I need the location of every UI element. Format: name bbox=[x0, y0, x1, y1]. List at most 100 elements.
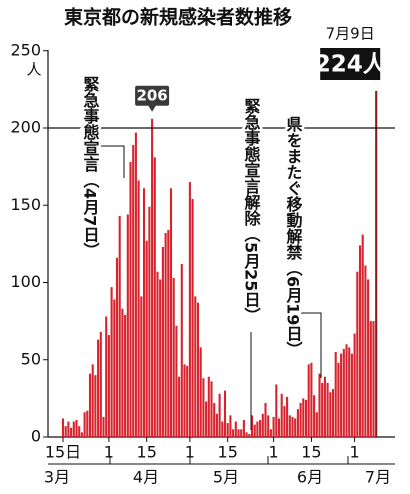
x-tick-label: 15 bbox=[137, 443, 157, 462]
y-unit: 人 bbox=[26, 61, 41, 79]
bar bbox=[145, 240, 148, 437]
bar bbox=[345, 344, 348, 437]
bar bbox=[99, 331, 102, 437]
y-tick-label: 50 bbox=[21, 349, 41, 368]
bar bbox=[188, 182, 191, 437]
bar bbox=[215, 413, 218, 437]
bar bbox=[334, 352, 337, 437]
y-tick-label: 100 bbox=[10, 272, 41, 291]
bar bbox=[326, 382, 329, 437]
bar bbox=[72, 421, 75, 437]
bar bbox=[97, 339, 100, 437]
bar bbox=[207, 376, 210, 437]
bar bbox=[126, 214, 129, 437]
x-tick-label: 1 bbox=[185, 443, 195, 462]
bar bbox=[294, 418, 297, 437]
bar bbox=[186, 365, 189, 437]
y-tick-label: 150 bbox=[10, 195, 41, 214]
bar bbox=[221, 421, 224, 437]
bar bbox=[256, 421, 259, 437]
bar bbox=[288, 415, 291, 437]
bar bbox=[372, 321, 375, 437]
bar bbox=[296, 409, 299, 437]
x-tick-label: 1 bbox=[269, 443, 279, 462]
x-tick-label: 15日 bbox=[45, 443, 81, 462]
bar bbox=[105, 316, 108, 437]
annotation: 緊急事態宣言解除（5月25日） bbox=[242, 98, 262, 323]
bar bbox=[275, 384, 278, 437]
bar bbox=[153, 157, 156, 438]
x-tick-label: 1 bbox=[350, 443, 360, 462]
bar bbox=[315, 412, 318, 437]
bar bbox=[210, 381, 213, 437]
bar bbox=[61, 418, 65, 437]
bar bbox=[348, 347, 351, 437]
data-label: 224人 bbox=[315, 52, 387, 78]
x-tick-label: 1 bbox=[104, 443, 114, 462]
bar bbox=[80, 432, 83, 437]
bar bbox=[134, 132, 137, 437]
bar bbox=[194, 296, 197, 437]
bar bbox=[267, 415, 270, 437]
bar bbox=[261, 413, 264, 437]
month-label: 4月 bbox=[133, 468, 159, 487]
bar bbox=[205, 401, 208, 437]
bar bbox=[304, 399, 308, 437]
chart-title: 東京都の新規感染者数推移 bbox=[64, 6, 292, 29]
bar bbox=[240, 429, 243, 437]
bar bbox=[67, 421, 70, 437]
y-tick-label: 200 bbox=[10, 118, 41, 137]
bar bbox=[286, 396, 289, 437]
bar bbox=[107, 335, 110, 437]
bar bbox=[358, 245, 362, 437]
bar bbox=[277, 418, 281, 437]
bar bbox=[102, 416, 105, 437]
bar bbox=[121, 308, 124, 437]
bar bbox=[369, 321, 372, 437]
bar bbox=[156, 271, 159, 437]
bar bbox=[140, 296, 143, 437]
bar bbox=[356, 271, 359, 437]
month-label: 7月 bbox=[365, 468, 391, 487]
bar bbox=[183, 364, 186, 437]
bar bbox=[196, 302, 200, 437]
bar bbox=[310, 362, 313, 437]
bar bbox=[253, 424, 256, 437]
bar bbox=[340, 353, 343, 437]
bar bbox=[242, 420, 245, 437]
bar bbox=[180, 263, 183, 437]
bar bbox=[118, 216, 121, 437]
bar bbox=[237, 429, 240, 437]
bar bbox=[124, 314, 127, 437]
bar bbox=[91, 364, 94, 437]
bar bbox=[137, 180, 140, 437]
bar bbox=[318, 373, 321, 437]
bar bbox=[280, 393, 283, 437]
bar bbox=[229, 415, 232, 437]
bar bbox=[245, 432, 248, 437]
bar bbox=[83, 412, 86, 437]
annotation: 県をまたぐ移動解禁（6月19日） bbox=[284, 116, 304, 357]
bar bbox=[361, 234, 364, 437]
bar bbox=[331, 389, 335, 437]
bar bbox=[259, 420, 262, 437]
bar bbox=[234, 421, 237, 437]
bar bbox=[353, 333, 356, 437]
bar bbox=[232, 429, 235, 437]
bar bbox=[307, 364, 310, 437]
bar bbox=[250, 415, 254, 437]
x-tick-label: 15 bbox=[301, 443, 321, 462]
bar bbox=[191, 199, 194, 437]
bar bbox=[350, 353, 353, 437]
bar bbox=[164, 233, 167, 437]
leader-line bbox=[97, 145, 125, 178]
bar bbox=[283, 406, 286, 437]
bar bbox=[78, 426, 81, 437]
bar bbox=[313, 395, 316, 437]
y-tick-label: 0 bbox=[31, 427, 41, 446]
label-pointer bbox=[148, 105, 157, 112]
data-label: 206 bbox=[136, 87, 167, 105]
month-label: 5月 bbox=[213, 468, 239, 487]
bar bbox=[213, 403, 216, 437]
